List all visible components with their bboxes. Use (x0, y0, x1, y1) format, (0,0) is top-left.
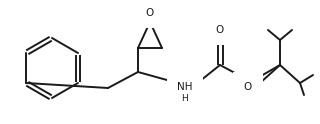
Text: O: O (146, 8, 154, 18)
Text: NH: NH (177, 82, 193, 92)
Text: O: O (216, 25, 224, 35)
Text: H: H (182, 94, 188, 103)
Text: O: O (244, 82, 252, 92)
